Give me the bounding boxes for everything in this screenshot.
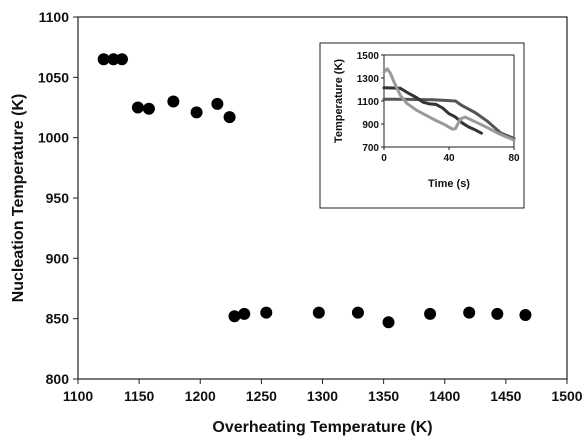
inset-y-tick-label: 1500: [357, 51, 380, 62]
inset-frame: [319, 42, 525, 209]
x-tick-label: 1200: [185, 388, 216, 404]
inset-series-line-2: [382, 86, 483, 135]
scatter-point: [424, 307, 437, 320]
scatter-point: [228, 310, 241, 323]
x-tick-label: 1500: [551, 388, 582, 404]
inset-x-tick-label: 0: [381, 153, 387, 164]
y-axis-title: Nucleation Temperature (K): [10, 94, 27, 303]
inset-y-tick-label: 900: [362, 120, 379, 131]
scatter-point: [167, 95, 180, 108]
x-tick-label: 1100: [63, 388, 94, 404]
x-axis-title: Overheating Temperature (K): [212, 419, 432, 436]
y-tick-label: 900: [46, 250, 70, 266]
scatter-point: [312, 306, 325, 319]
scatter-point: [107, 53, 120, 66]
x-tick-label: 1350: [368, 388, 399, 404]
scatter-point: [190, 106, 203, 119]
scatter-point: [223, 111, 236, 124]
y-tick-label: 1050: [38, 69, 69, 85]
inset-x-axis-title: Time (s): [428, 178, 470, 190]
scatter-point: [116, 53, 129, 66]
scatter-point: [491, 307, 504, 320]
scatter-point: [97, 53, 110, 66]
x-tick-label: 1250: [246, 388, 277, 404]
inset-x-tick-label: 80: [508, 153, 520, 164]
x-tick-label: 1300: [307, 388, 338, 404]
x-tick-label: 1450: [490, 388, 521, 404]
x-tick-label: 1400: [429, 388, 460, 404]
scatter-point: [211, 97, 224, 110]
scatter-point: [351, 306, 364, 319]
inset-y-axis-title: Temperature (K): [333, 59, 345, 143]
x-tick-label: 1150: [124, 388, 155, 404]
y-tick-label: 1100: [39, 9, 70, 25]
scatter-point: [519, 309, 532, 322]
scatter-point: [142, 102, 155, 115]
inset-y-tick-label: 700: [362, 143, 379, 154]
inset-series-line-3: [382, 67, 516, 142]
y-tick-label: 950: [46, 190, 70, 206]
scatter-point: [382, 316, 395, 329]
main-plot: 1100 1150 1200 1250 1300 1350 1400 1450 15008008…: [10, 9, 583, 436]
scatter-point: [131, 101, 144, 114]
y-tick-label: 1000: [38, 130, 69, 146]
y-tick-label: 800: [46, 371, 70, 387]
scatter-point: [238, 307, 251, 320]
y-tick-label: 850: [46, 311, 70, 327]
scatter-point: [463, 306, 476, 319]
inset-plot: 0 40 80 700 900 1100 1300 1500 Time (s) Temperatu…: [319, 42, 525, 209]
inset-x-tick-label: 40: [443, 153, 455, 164]
inset-y-tick-label: 1300: [357, 74, 380, 85]
inset-series-line-1: [382, 97, 516, 140]
scatter-point: [260, 306, 273, 319]
inset-y-tick-label: 1100: [357, 97, 379, 108]
